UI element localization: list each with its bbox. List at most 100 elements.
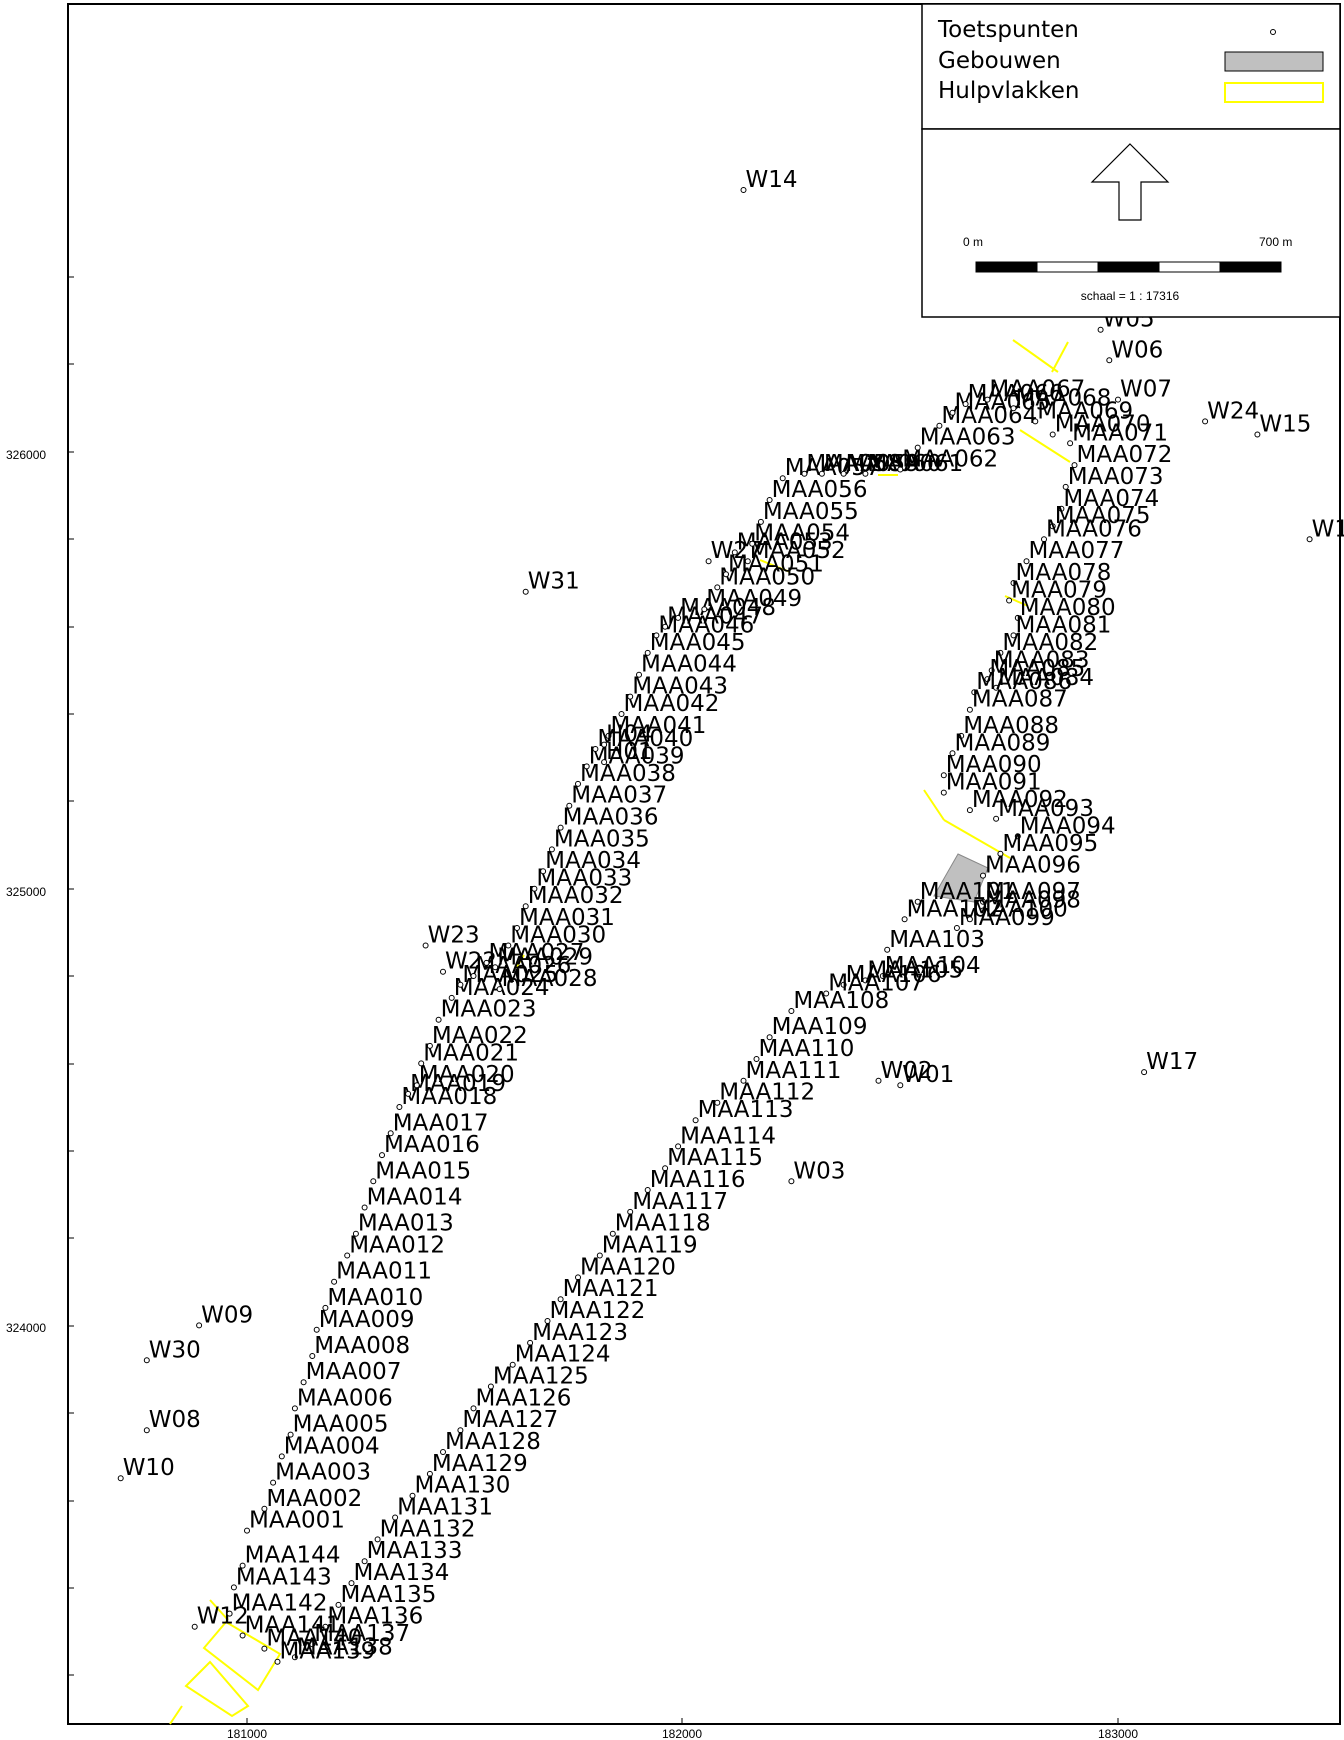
point-label: MAA023 — [441, 997, 537, 1023]
aux-area-line-sw — [209, 1599, 229, 1621]
point-marker-icon — [239, 1562, 246, 1569]
test-point: MAA109 — [766, 1014, 867, 1041]
point-marker-icon — [1014, 614, 1021, 621]
point-marker-icon — [879, 973, 886, 979]
point-marker-icon — [962, 401, 969, 407]
test-point: MAA040 — [592, 726, 693, 752]
x-tick-183000: 183000 — [1098, 1727, 1138, 1740]
point-marker-icon — [1254, 431, 1261, 438]
point-marker-icon — [753, 1056, 760, 1062]
test-point: MAA091 — [940, 770, 1042, 796]
test-point: MAA039 — [583, 743, 685, 770]
point-label: MAA055 — [763, 499, 859, 525]
point-marker-icon — [971, 689, 978, 696]
point-marker-icon — [1010, 580, 1017, 586]
point-marker-icon — [505, 942, 512, 949]
point-label: MAA124 — [515, 1342, 611, 1368]
point-label: W12 — [197, 1604, 249, 1630]
test-point: MAA110 — [753, 1036, 854, 1062]
point-marker-icon — [1071, 462, 1078, 469]
test-point: MAA099 — [953, 905, 1055, 931]
point-marker-icon — [914, 444, 921, 451]
test-point: MAA127 — [457, 1407, 558, 1434]
test-point: MAA124 — [509, 1342, 611, 1368]
point-marker-icon — [287, 1431, 294, 1438]
test-point: W10 — [117, 1455, 175, 1482]
test-point: MAA076 — [1041, 516, 1142, 543]
point-label: MAA143 — [236, 1564, 332, 1590]
point-label: MAA136 — [327, 1604, 423, 1630]
test-point: MAA008 — [309, 1333, 410, 1359]
point-label: MAA047 — [667, 604, 763, 630]
legend-label-hulpvlakken: Hulpvlakken — [938, 78, 1080, 104]
point-marker-icon — [361, 1204, 368, 1211]
point-marker-icon — [1049, 523, 1056, 530]
test-point: MAA132 — [374, 1516, 475, 1543]
point-label: MAA015 — [375, 1158, 471, 1184]
point-label: MAA042 — [624, 691, 720, 717]
point-label: MAA083 — [994, 647, 1090, 673]
point-marker-icon — [1032, 418, 1039, 425]
test-point: MAA032 — [522, 883, 624, 910]
test-point: MAA128 — [440, 1429, 541, 1455]
point-label: MAA114 — [680, 1123, 776, 1149]
point-label: MAA057 — [785, 455, 881, 481]
point-marker-icon — [544, 1318, 551, 1324]
point-marker-icon — [448, 994, 455, 1001]
point-marker-icon — [387, 1130, 394, 1137]
point-marker-icon — [966, 807, 973, 814]
test-point: MAA144 — [239, 1543, 340, 1569]
point-marker-icon — [636, 671, 642, 678]
test-point: MAA094 — [1014, 813, 1116, 840]
point-marker-icon — [801, 470, 808, 477]
point-label: MAA075 — [1055, 503, 1151, 529]
test-point: MAA045 — [644, 630, 746, 656]
test-point: MAA086 — [971, 669, 1072, 696]
test-point: MAA136 — [322, 1604, 423, 1630]
point-marker-icon — [522, 903, 529, 910]
point-label: W15 — [1259, 412, 1311, 438]
point-marker-icon — [818, 470, 825, 477]
point-marker-icon — [348, 1580, 355, 1587]
point-marker-icon — [1067, 440, 1074, 447]
test-point: MAA049 — [701, 586, 802, 613]
point-label: MAA118 — [615, 1211, 711, 1237]
point-marker-icon — [993, 815, 1000, 822]
point-label: MAA125 — [493, 1364, 589, 1390]
test-point: MAA042 — [618, 691, 720, 717]
point-marker-icon — [914, 898, 921, 905]
test-point: H01 — [601, 739, 653, 766]
scalebar-segment — [975, 261, 1038, 273]
point-label: MAA092 — [972, 787, 1068, 813]
point-marker-icon — [392, 1514, 399, 1521]
test-point: MAA093 — [993, 796, 1094, 822]
point-marker-icon — [335, 1601, 342, 1608]
north-arrow-icon — [1090, 143, 1170, 221]
scalebar-start-label: 0 m — [963, 235, 983, 249]
point-marker-icon — [583, 763, 590, 770]
point-label: MAA133 — [367, 1538, 463, 1564]
test-point: MAA062 — [897, 447, 998, 473]
point-label: MAA043 — [632, 674, 728, 700]
test-point: MAA139 — [274, 1639, 375, 1665]
point-marker-icon — [331, 1278, 338, 1285]
point-marker-icon — [457, 1427, 464, 1434]
point-label: W09 — [201, 1302, 253, 1328]
point-label: W01 — [902, 1062, 954, 1088]
point-label: MAA049 — [706, 586, 802, 612]
test-point: MAA006 — [291, 1385, 393, 1412]
point-label: MAA097 — [985, 879, 1081, 905]
point-marker-icon — [723, 571, 729, 578]
point-marker-icon — [483, 959, 490, 966]
point-label: MAA035 — [554, 826, 650, 852]
scalebar — [975, 261, 1282, 273]
point-marker-icon — [875, 1077, 882, 1084]
point-marker-icon — [662, 623, 669, 630]
point-label: MAA100 — [972, 896, 1068, 922]
point-label: MAA007 — [306, 1359, 402, 1385]
point-label: MAA131 — [397, 1495, 493, 1521]
point-marker-icon — [322, 1623, 329, 1630]
point-label: MAA099 — [959, 905, 1055, 931]
test-point: MAA126 — [470, 1385, 571, 1412]
point-marker-icon — [993, 684, 1000, 691]
